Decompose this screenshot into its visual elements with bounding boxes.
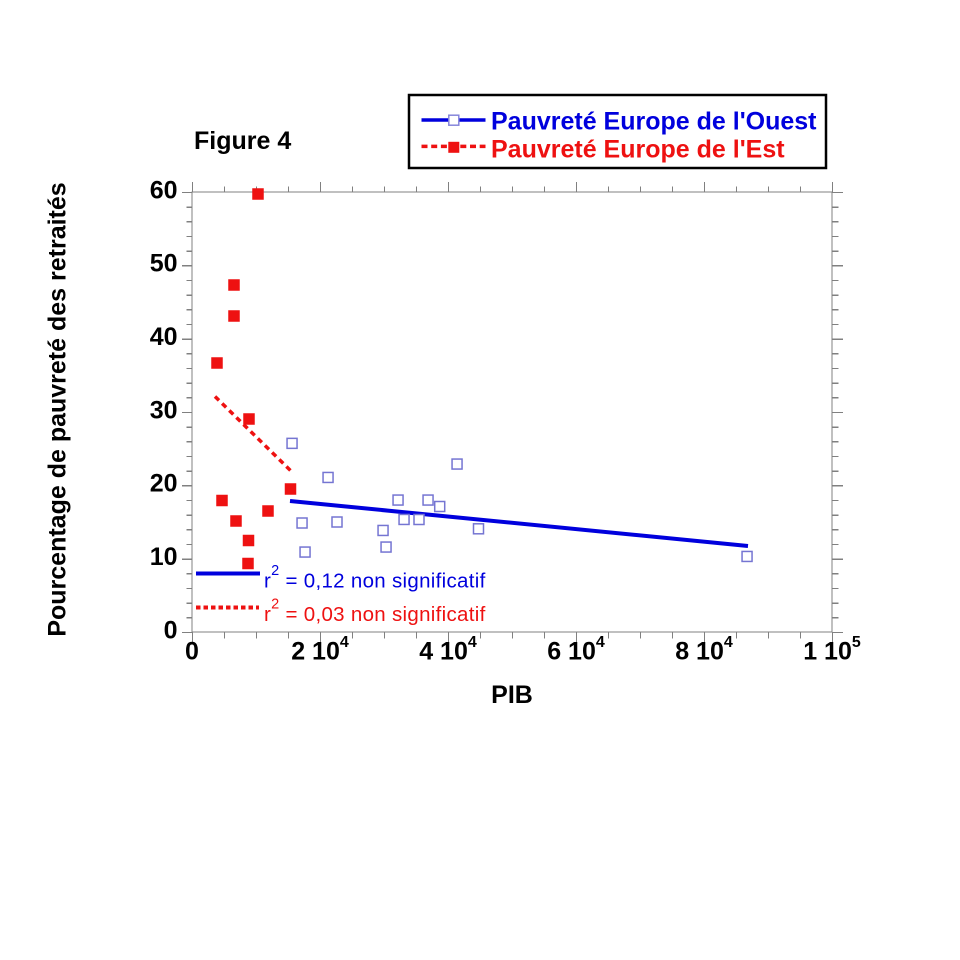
- svg-text:Pauvreté Europe de l'Ouest: Pauvreté Europe de l'Ouest: [491, 107, 817, 135]
- svg-text:30: 30: [150, 396, 178, 424]
- svg-text:Pauvreté Europe de l'Est: Pauvreté Europe de l'Est: [491, 136, 785, 164]
- svg-text:20: 20: [150, 470, 178, 498]
- svg-text:40: 40: [150, 323, 178, 351]
- svg-text:8 104: 8 104: [675, 634, 733, 666]
- svg-text:0: 0: [185, 638, 199, 666]
- svg-text:Figure 4: Figure 4: [194, 127, 291, 155]
- svg-text:0: 0: [164, 616, 178, 644]
- svg-text:6 104: 6 104: [547, 634, 605, 666]
- svg-text:Pourcentage de pauvreté des re: Pourcentage de pauvreté des retraités: [44, 182, 72, 636]
- svg-text:50: 50: [150, 250, 178, 278]
- svg-text:60: 60: [150, 176, 178, 204]
- svg-text:2 104: 2 104: [291, 634, 349, 666]
- svg-text:10: 10: [150, 543, 178, 571]
- svg-text:PIB: PIB: [491, 681, 533, 709]
- svg-text:4 104: 4 104: [419, 634, 477, 666]
- svg-text:1 105: 1 105: [803, 634, 861, 666]
